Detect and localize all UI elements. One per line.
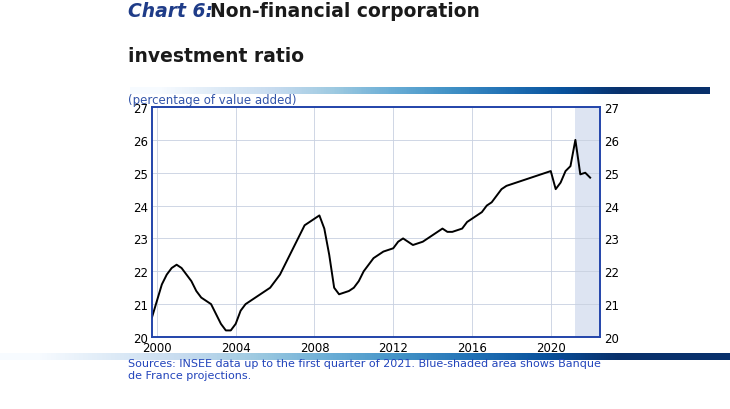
Text: Non-financial corporation: Non-financial corporation — [210, 2, 480, 21]
Text: Chart 6:: Chart 6: — [128, 2, 212, 21]
Text: (percentage of value added): (percentage of value added) — [128, 94, 296, 107]
Bar — [575, 108, 600, 337]
Text: Sources: INSEE data up to the first quarter of 2021. Blue-shaded area shows Banq: Sources: INSEE data up to the first quar… — [128, 358, 601, 380]
Text: investment ratio: investment ratio — [128, 47, 304, 66]
